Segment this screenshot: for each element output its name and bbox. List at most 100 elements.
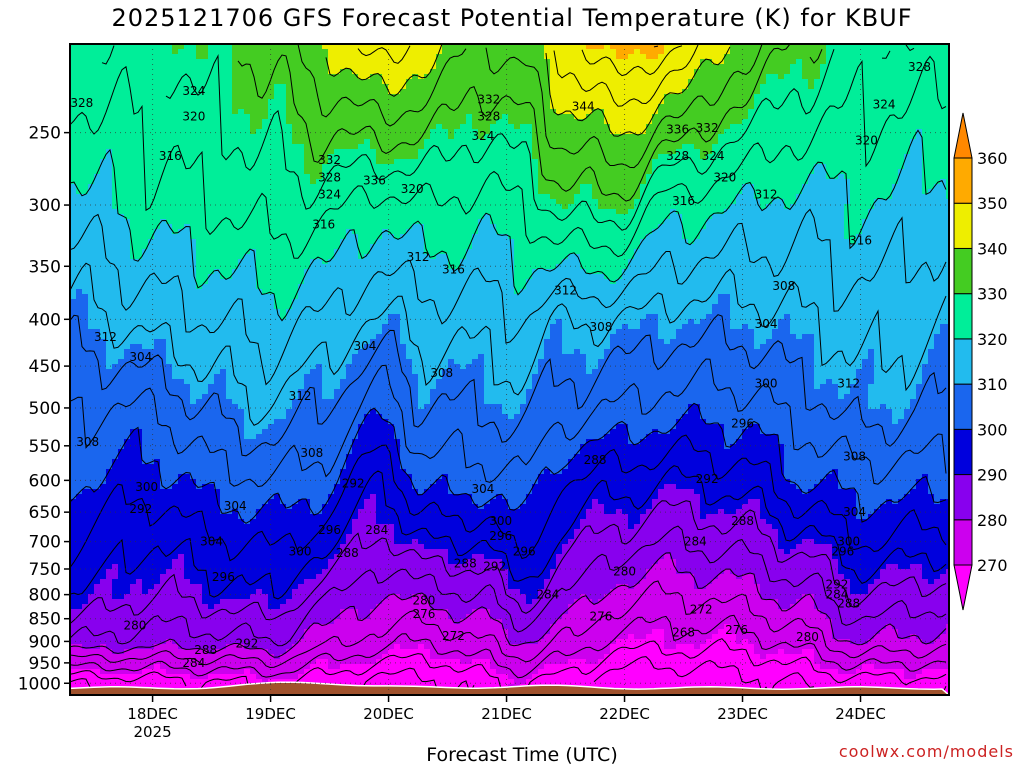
heat-cell — [286, 404, 293, 410]
heat-cell — [250, 524, 257, 530]
heat-cell — [142, 584, 149, 590]
heat-cell — [220, 49, 227, 55]
heat-cell — [94, 639, 101, 645]
heat-cell — [76, 359, 83, 365]
heat-cell — [214, 364, 221, 370]
heat-cell — [196, 204, 203, 210]
heat-cell — [196, 474, 203, 480]
heat-cell — [238, 234, 245, 240]
heat-cell — [82, 669, 89, 675]
heat-cell — [178, 589, 185, 595]
heat-cell — [94, 179, 101, 185]
heat-cell — [292, 419, 299, 425]
heat-cell — [142, 659, 149, 665]
heat-cell — [106, 174, 113, 180]
heat-cell — [142, 314, 149, 320]
heat-cell — [124, 49, 131, 55]
heat-cell — [100, 459, 107, 465]
heat-cell — [250, 49, 257, 55]
heat-cell — [106, 614, 113, 620]
heat-cell — [256, 534, 263, 540]
heat-cell — [244, 419, 251, 425]
heat-cell — [220, 189, 227, 195]
heat-cell — [262, 394, 269, 400]
heat-cell — [178, 54, 185, 60]
heat-cell — [100, 99, 107, 105]
heat-cell — [148, 409, 155, 415]
heat-cell — [166, 209, 173, 215]
heat-cell — [208, 254, 215, 260]
heat-cell — [148, 609, 155, 615]
heat-cell — [166, 489, 173, 495]
heat-cell — [82, 514, 89, 520]
heat-cell — [238, 554, 245, 560]
heat-cell — [88, 414, 95, 420]
heat-cell — [184, 404, 191, 410]
heat-cell — [82, 179, 89, 185]
heat-cell — [286, 434, 293, 440]
heat-cell — [214, 214, 221, 220]
heat-cell — [244, 69, 251, 75]
heat-cell — [232, 359, 239, 365]
heat-cell — [154, 214, 161, 220]
heat-cell — [88, 624, 95, 630]
heat-cell — [244, 194, 251, 200]
heat-cell — [238, 269, 245, 275]
heat-cell — [178, 549, 185, 555]
heat-cell — [208, 174, 215, 180]
heat-cell — [124, 314, 131, 320]
heat-cell — [112, 94, 119, 100]
heat-cell — [292, 339, 299, 345]
heat-cell — [250, 439, 257, 445]
heat-cell — [82, 64, 89, 70]
heat-cell — [196, 139, 203, 145]
heat-cell — [178, 264, 185, 270]
heat-cell — [292, 359, 299, 365]
heat-cell — [76, 89, 83, 95]
heat-cell — [238, 454, 245, 460]
heat-cell — [148, 219, 155, 225]
heat-cell — [106, 449, 113, 455]
heat-cell — [160, 654, 167, 660]
heat-cell — [124, 489, 131, 495]
heat-cell — [154, 379, 161, 385]
heat-cell — [292, 354, 299, 360]
heat-cell — [106, 79, 113, 85]
heat-cell — [88, 259, 95, 265]
heat-cell — [280, 59, 287, 65]
heat-cell — [142, 319, 149, 325]
heat-cell — [124, 139, 131, 145]
heat-cell — [184, 484, 191, 490]
heat-cell — [112, 54, 119, 60]
heat-cell — [154, 199, 161, 205]
heat-cell — [130, 394, 137, 400]
heat-cell — [190, 69, 197, 75]
heat-cell — [220, 99, 227, 105]
heat-cell — [184, 259, 191, 265]
heat-cell — [112, 234, 119, 240]
heat-cell — [238, 334, 245, 340]
heat-cell — [184, 519, 191, 525]
heat-cell — [292, 159, 299, 165]
heat-cell — [202, 254, 209, 260]
heat-cell — [190, 249, 197, 255]
heat-cell — [208, 519, 215, 525]
heat-cell — [274, 514, 281, 520]
heat-cell — [208, 439, 215, 445]
heat-cell — [292, 559, 299, 565]
heat-cell — [94, 119, 101, 125]
heat-cell — [142, 369, 149, 375]
heat-cell — [112, 599, 119, 605]
heat-cell — [226, 259, 233, 265]
heat-cell — [124, 529, 131, 535]
heat-cell — [202, 264, 209, 270]
heat-cell — [274, 134, 281, 140]
heat-cell — [184, 394, 191, 400]
heat-cell — [268, 609, 275, 615]
heat-cell — [160, 289, 167, 295]
heat-cell — [256, 314, 263, 320]
heat-cell — [274, 344, 281, 350]
heat-cell — [220, 249, 227, 255]
heat-cell — [268, 624, 275, 630]
heat-cell — [232, 249, 239, 255]
